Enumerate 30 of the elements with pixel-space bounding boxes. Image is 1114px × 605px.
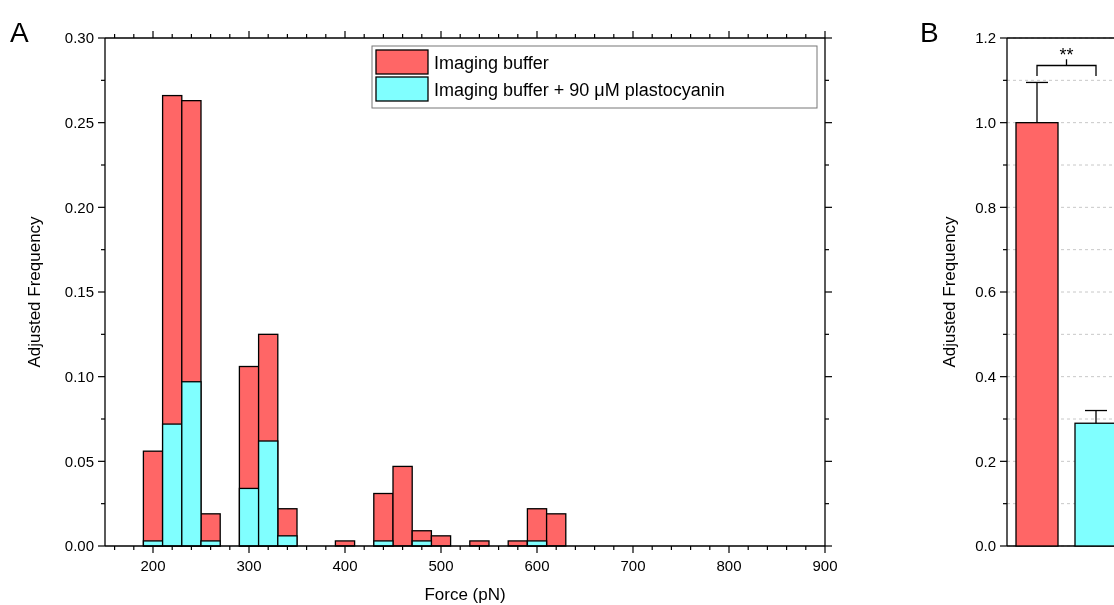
y-tick-label: 0.20 xyxy=(64,198,94,216)
y-tick-label: 0.15 xyxy=(64,283,94,301)
y-tick-label: 0.05 xyxy=(64,452,94,470)
y-tick-label: 1.0 xyxy=(975,113,996,131)
y-tick-label: 0.10 xyxy=(64,367,94,385)
y-tick-label: 0.30 xyxy=(64,29,94,47)
legend-label: Imaging buffer xyxy=(434,53,549,74)
y-tick-label: 0.8 xyxy=(975,198,996,216)
y-tick-label: 0.4 xyxy=(975,367,996,385)
x-tick-label: 700 xyxy=(620,557,646,574)
y-tick-label: 0.25 xyxy=(64,113,94,131)
y-axis-title: Adjusted Frequency xyxy=(25,215,44,368)
y-tick-label: 0.2 xyxy=(975,452,996,470)
chart-title: A xyxy=(10,17,29,48)
x-tick-label: 900 xyxy=(812,557,838,574)
y-tick-label: 0.6 xyxy=(975,283,996,301)
x-tick-label: 800 xyxy=(716,557,742,574)
y-tick-label: 0.00 xyxy=(64,537,94,555)
x-tick-label: 600 xyxy=(524,557,550,574)
x-tick-label: 500 xyxy=(428,557,454,574)
y-tick-label: 0.0 xyxy=(975,537,996,555)
annotation: ** xyxy=(1059,45,1074,66)
legend-label: Imaging buffer + 90 μM plastocyanin xyxy=(434,80,725,101)
x-tick-label: 300 xyxy=(236,557,262,574)
y-axis-title: Adjusted Frequency xyxy=(940,215,959,368)
y-tick-label: 1.2 xyxy=(975,29,996,47)
x-tick-label: 400 xyxy=(332,557,358,574)
chart-title: B xyxy=(920,17,939,48)
x-axis-title: Force (pN) xyxy=(424,585,506,604)
x-tick-label: 200 xyxy=(140,557,166,574)
